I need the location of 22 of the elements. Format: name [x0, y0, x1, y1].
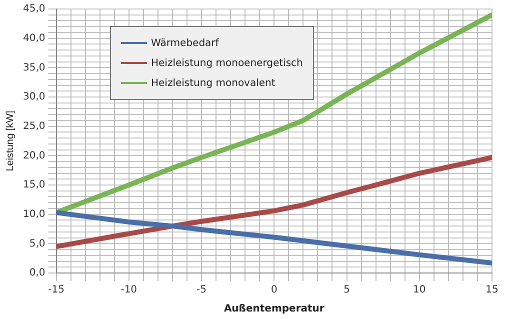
legend-label: Heizleistung monovalent [151, 78, 276, 88]
legend-label: Wärmebedarf [151, 38, 219, 48]
x-tick-label: -15 [48, 284, 64, 296]
x-tick-label: -5 [196, 284, 207, 296]
y-tick-label: 45,0 [23, 4, 46, 15]
x-tick-label: 5 [344, 284, 350, 296]
legend-label: Heizleistung monoenergetisch [151, 58, 303, 68]
x-tick-label: 10 [413, 284, 426, 296]
x-tick-label: 0 [270, 284, 278, 296]
y-tick-label: 25,0 [23, 120, 46, 132]
y-tick-label: 15,0 [23, 180, 46, 191]
x-tick-label: -10 [120, 284, 138, 296]
y-tick-label: 10,0 [23, 208, 46, 220]
y-tick-label: 35,0 [23, 62, 46, 74]
y-tick-label: 0,0 [29, 268, 46, 279]
x-axis-title: Außentemperatur [224, 304, 324, 315]
x-tick-label: 15 [486, 284, 498, 296]
y-tick-label: 20,0 [23, 150, 46, 162]
y-axis-title: Leistung [kW] [4, 110, 16, 172]
y-tick-label: 40,0 [23, 32, 46, 44]
y-tick-label: 30,0 [23, 92, 46, 103]
y-tick-label: 5,0 [29, 238, 46, 250]
